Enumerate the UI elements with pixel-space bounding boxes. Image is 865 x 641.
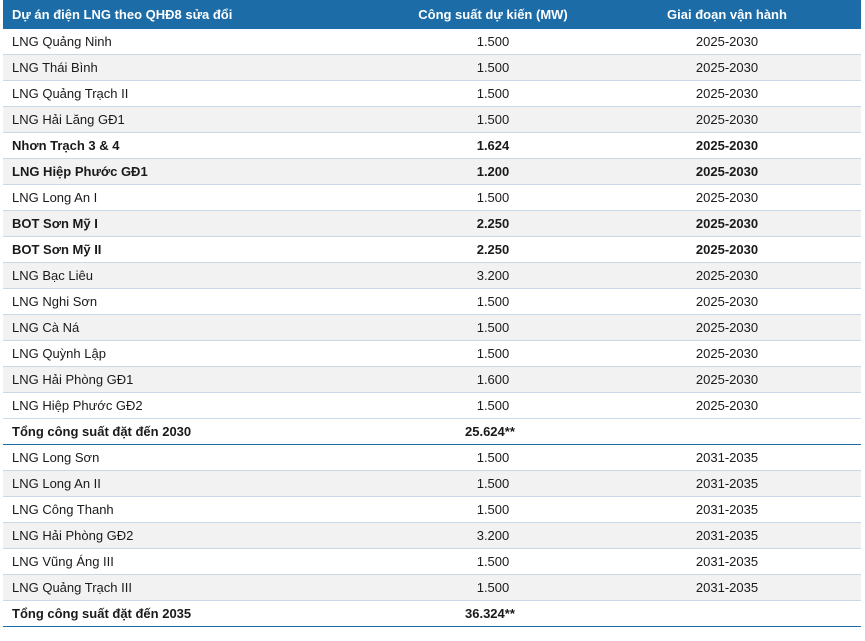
period-cell: 2025-2030	[593, 106, 861, 133]
period-cell: 2031-2035	[593, 470, 861, 497]
table-row: LNG Công Thanh 1.500 2031-2035	[3, 496, 861, 523]
project-name-cell: Tổng công suất đặt đến 2030	[3, 418, 393, 445]
table-row: LNG Long An I 1.500 2025-2030	[3, 184, 861, 211]
period-cell: 2025-2030	[593, 184, 861, 211]
table-row: LNG Long Sơn 1.500 2031-2035	[3, 444, 861, 471]
table-row: LNG Thái Bình 1.500 2025-2030	[3, 54, 861, 81]
table-row: Nhơn Trạch 3 & 4 1.624 2025-2030	[3, 132, 861, 159]
capacity-cell: 3.200	[393, 262, 593, 289]
period-cell: 2025-2030	[593, 29, 861, 55]
period-cell: 2025-2030	[593, 132, 861, 159]
table-body: LNG Quảng Ninh 1.500 2025-2030 LNG Thái Bìn…	[3, 29, 861, 627]
total-row: Tổng công suất đặt đến 2035 36.324**	[3, 600, 861, 627]
period-cell: 2025-2030	[593, 210, 861, 237]
period-cell: 2025-2030	[593, 366, 861, 393]
period-cell: 2031-2035	[593, 496, 861, 523]
table-row: LNG Quảng Trạch II 1.500 2025-2030	[3, 80, 861, 107]
project-name-cell: LNG Hải Phòng GĐ2	[3, 522, 393, 549]
period-cell: 2031-2035	[593, 574, 861, 601]
table-row: LNG Hiệp Phước GĐ1 1.200 2025-2030	[3, 158, 861, 185]
capacity-cell: 1.500	[393, 314, 593, 341]
project-name-cell: BOT Sơn Mỹ II	[3, 236, 393, 263]
table-row: LNG Long An II 1.500 2031-2035	[3, 470, 861, 497]
capacity-cell: 1.500	[393, 340, 593, 367]
project-name-cell: LNG Công Thanh	[3, 496, 393, 523]
project-name-cell: LNG Long An II	[3, 470, 393, 497]
capacity-cell: 1.624	[393, 132, 593, 159]
period-cell: 2025-2030	[593, 288, 861, 315]
header-capacity: Công suất dự kiến (MW)	[393, 0, 593, 29]
capacity-cell: 1.500	[393, 184, 593, 211]
table-row: LNG Hiệp Phước GĐ2 1.500 2025-2030	[3, 392, 861, 419]
table-row: LNG Quảng Trạch III 1.500 2031-2035	[3, 574, 861, 601]
lng-projects-table: Dự án điện LNG theo QHĐ8 sửa đổi Công su…	[3, 0, 861, 627]
table-row: LNG Bạc Liêu 3.200 2025-2030	[3, 262, 861, 289]
capacity-cell: 1.600	[393, 366, 593, 393]
project-name-cell: LNG Quảng Ninh	[3, 29, 393, 55]
period-cell	[593, 418, 861, 445]
table-row: LNG Hải Phòng GĐ1 1.600 2025-2030	[3, 366, 861, 393]
project-name-cell: BOT Sơn Mỹ I	[3, 210, 393, 237]
project-name-cell: LNG Quảng Trạch II	[3, 80, 393, 107]
project-name-cell: LNG Thái Bình	[3, 54, 393, 81]
project-name-cell: LNG Quỳnh Lập	[3, 340, 393, 367]
header-period: Giai đoạn vận hành	[593, 0, 861, 29]
project-name-cell: LNG Cà Ná	[3, 314, 393, 341]
project-name-cell: LNG Hiệp Phước GĐ1	[3, 158, 393, 185]
project-name-cell: LNG Long An I	[3, 184, 393, 211]
period-cell: 2031-2035	[593, 522, 861, 549]
total-row: Tổng công suất đặt đến 2030 25.624**	[3, 418, 861, 445]
capacity-cell: 2.250	[393, 236, 593, 263]
period-cell: 2025-2030	[593, 262, 861, 289]
capacity-cell: 1.200	[393, 158, 593, 185]
project-name-cell: LNG Hải Phòng GĐ1	[3, 366, 393, 393]
capacity-cell: 1.500	[393, 54, 593, 81]
capacity-cell: 3.200	[393, 522, 593, 549]
table-row: LNG Hải Phòng GĐ2 3.200 2031-2035	[3, 522, 861, 549]
project-name-cell: LNG Quảng Trạch III	[3, 574, 393, 601]
capacity-cell: 1.500	[393, 470, 593, 497]
header-project: Dự án điện LNG theo QHĐ8 sửa đổi	[3, 0, 393, 29]
capacity-cell: 1.500	[393, 29, 593, 55]
project-name-cell: LNG Bạc Liêu	[3, 262, 393, 289]
project-name-cell: Nhơn Trạch 3 & 4	[3, 132, 393, 159]
table-row: LNG Quảng Ninh 1.500 2025-2030	[3, 29, 861, 55]
capacity-cell: 1.500	[393, 574, 593, 601]
table-row: LNG Vũng Áng III 1.500 2031-2035	[3, 548, 861, 575]
project-name-cell: LNG Nghi Sơn	[3, 288, 393, 315]
capacity-cell: 1.500	[393, 80, 593, 107]
table-row: BOT Sơn Mỹ II 2.250 2025-2030	[3, 236, 861, 263]
period-cell: 2025-2030	[593, 236, 861, 263]
project-name-cell: LNG Vũng Áng III	[3, 548, 393, 575]
project-name-cell: Tổng công suất đặt đến 2035	[3, 600, 393, 627]
period-cell: 2031-2035	[593, 548, 861, 575]
capacity-cell: 2.250	[393, 210, 593, 237]
table-row: BOT Sơn Mỹ I 2.250 2025-2030	[3, 210, 861, 237]
period-cell	[593, 600, 861, 627]
period-cell: 2025-2030	[593, 314, 861, 341]
period-cell: 2031-2035	[593, 444, 861, 471]
project-name-cell: LNG Hiệp Phước GĐ2	[3, 392, 393, 419]
capacity-cell: 1.500	[393, 288, 593, 315]
period-cell: 2025-2030	[593, 80, 861, 107]
period-cell: 2025-2030	[593, 392, 861, 419]
capacity-cell: 1.500	[393, 548, 593, 575]
capacity-cell: 1.500	[393, 444, 593, 471]
capacity-cell: 1.500	[393, 496, 593, 523]
period-cell: 2025-2030	[593, 340, 861, 367]
project-name-cell: LNG Hải Lăng GĐ1	[3, 106, 393, 133]
capacity-cell: 36.324**	[393, 600, 593, 627]
table-row: LNG Cà Ná 1.500 2025-2030	[3, 314, 861, 341]
table-row: LNG Quỳnh Lập 1.500 2025-2030	[3, 340, 861, 367]
table-header-row: Dự án điện LNG theo QHĐ8 sửa đổi Công su…	[3, 0, 861, 29]
capacity-cell: 1.500	[393, 106, 593, 133]
period-cell: 2025-2030	[593, 54, 861, 81]
project-name-cell: LNG Long Sơn	[3, 444, 393, 471]
table-row: LNG Hải Lăng GĐ1 1.500 2025-2030	[3, 106, 861, 133]
capacity-cell: 1.500	[393, 392, 593, 419]
capacity-cell: 25.624**	[393, 418, 593, 445]
table-row: LNG Nghi Sơn 1.500 2025-2030	[3, 288, 861, 315]
period-cell: 2025-2030	[593, 158, 861, 185]
